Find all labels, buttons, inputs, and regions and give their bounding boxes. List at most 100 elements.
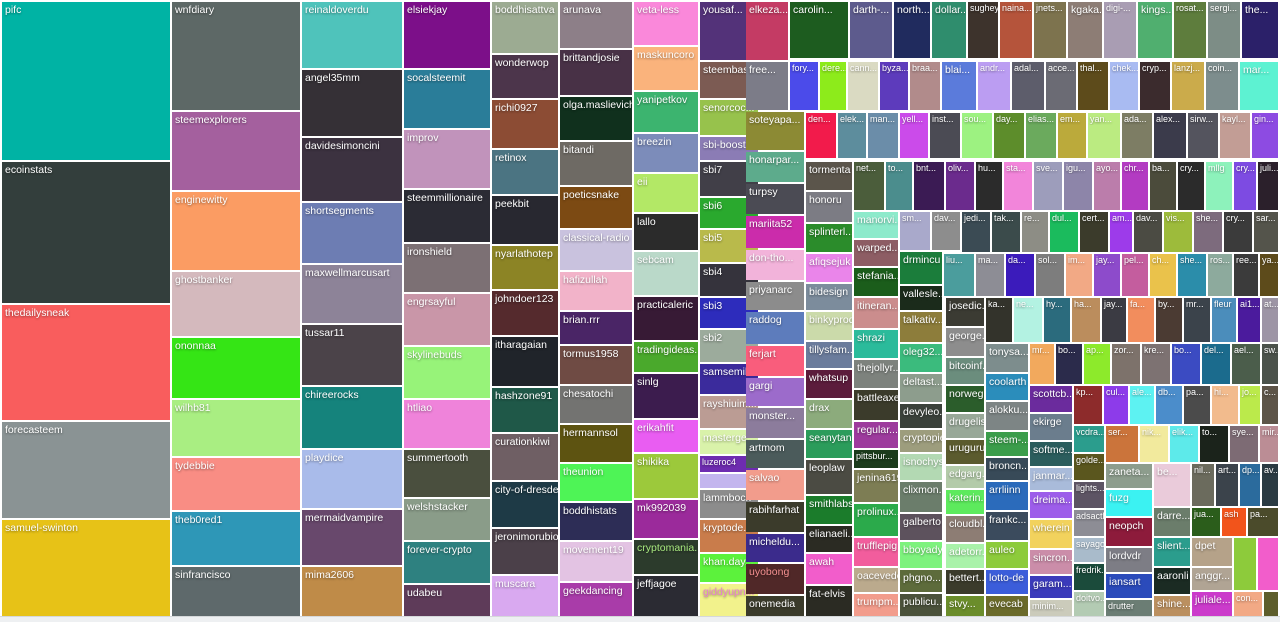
treemap-cell-isnochys[interactable]: isnochys xyxy=(900,454,942,480)
treemap-cell-kayl[interactable]: kayl... xyxy=(1220,113,1250,158)
treemap-cell-tydebbie[interactable]: tydebbie xyxy=(172,458,300,510)
treemap-cell-shortsegments[interactable]: shortsegments xyxy=(302,203,402,263)
treemap-cell-den[interactable]: den... xyxy=(806,113,836,158)
treemap-cell-ayo[interactable]: ayo... xyxy=(1094,162,1120,210)
treemap-cell-prolinux[interactable]: prolinux... xyxy=(854,504,898,536)
treemap-cell-alokku[interactable]: alokku... xyxy=(986,402,1028,430)
treemap-cell-unlabeled[interactable] xyxy=(1258,538,1278,590)
treemap-cell-adsactly[interactable]: adsactly xyxy=(1074,510,1104,536)
treemap-cell-curationkiwi[interactable]: curationkiwi xyxy=(492,434,558,480)
treemap-cell-shine[interactable]: shine... xyxy=(1154,596,1190,616)
treemap-cell-sve[interactable]: sve... xyxy=(1034,162,1062,210)
treemap-cell-unlabeled[interactable] xyxy=(700,474,758,488)
treemap-cell-seanytan[interactable]: seanytan xyxy=(806,430,852,458)
treemap-cell-drax[interactable]: drax xyxy=(806,400,852,428)
treemap-cell-juliale[interactable]: juliale... xyxy=(1192,592,1232,616)
treemap-cell-evecab[interactable]: evecab xyxy=(986,596,1028,616)
treemap-cell-ros[interactable]: ros... xyxy=(1208,254,1232,296)
treemap-cell-chek[interactable]: chek... xyxy=(1110,62,1138,110)
treemap-cell-improv[interactable]: improv xyxy=(404,130,490,188)
treemap-cell-sinfrancisco[interactable]: sinfrancisco xyxy=(172,567,300,616)
treemap-cell-oacevedo[interactable]: oacevedo xyxy=(854,568,898,592)
treemap-cell-art[interactable]: art... xyxy=(1216,464,1238,506)
treemap-cell-dollar[interactable]: dollar... xyxy=(932,2,966,58)
treemap-cell-josedic[interactable]: josedic... xyxy=(946,298,984,326)
treemap-cell-the[interactable]: the... xyxy=(1242,2,1278,58)
treemap-cell-shikika[interactable]: shikika xyxy=(634,454,698,498)
treemap-cell-hu[interactable]: hu... xyxy=(976,162,1002,210)
treemap-cell-tormus1958[interactable]: tormus1958 xyxy=(560,346,632,384)
treemap-cell-darth[interactable]: darth-... xyxy=(850,2,892,58)
treemap-cell-soteyapa[interactable]: soteyapa... xyxy=(746,112,804,150)
treemap-cell-micheldu[interactable]: micheldu... xyxy=(746,534,804,562)
treemap-cell-katerin[interactable]: katerin... xyxy=(946,490,984,514)
treemap-cell-wherein[interactable]: wherein xyxy=(1030,520,1072,548)
treemap-cell-elsiekjay[interactable]: elsiekjay xyxy=(404,2,490,68)
treemap-cell-adetorr[interactable]: adetorr... xyxy=(946,544,984,568)
treemap-cell-turpsy[interactable]: turpsy xyxy=(746,184,804,214)
treemap-cell-city-of-dresden[interactable]: city-of-dresden xyxy=(492,482,558,527)
treemap-cell-sebcam[interactable]: sebcam xyxy=(634,252,698,295)
treemap-cell-poeticsnake[interactable]: poeticsnake xyxy=(560,187,632,228)
treemap-cell-uruguru[interactable]: uruguru xyxy=(946,440,984,464)
treemap-cell-monster[interactable]: monster... xyxy=(746,408,804,438)
treemap-cell-fleur[interactable]: fleur xyxy=(1212,298,1236,342)
treemap-cell-fuzg[interactable]: fuzg xyxy=(1106,490,1152,516)
treemap-cell-george[interactable]: george... xyxy=(946,328,984,356)
treemap-cell-itineran[interactable]: itineran... xyxy=(854,298,898,328)
treemap-cell-cert[interactable]: cert... xyxy=(1080,212,1108,252)
treemap-cell-edgarg[interactable]: edgarg... xyxy=(946,466,984,488)
treemap-cell-iansart[interactable]: iansart xyxy=(1106,574,1152,598)
treemap-cell-unlabeled[interactable] xyxy=(1264,592,1278,616)
treemap-cell-bo[interactable]: bo... xyxy=(1172,344,1200,384)
treemap-cell-ecoinstats[interactable]: ecoinstats xyxy=(2,162,170,303)
treemap-cell-bidesign[interactable]: bidesign xyxy=(806,284,852,310)
treemap-cell-bboyady[interactable]: bboyady xyxy=(900,542,942,568)
treemap-cell-jo[interactable]: jo... xyxy=(1240,386,1260,424)
treemap-cell-mima2606[interactable]: mima2606 xyxy=(302,567,402,616)
treemap-cell-by[interactable]: by... xyxy=(1156,298,1182,342)
treemap-cell-binkyprod[interactable]: binkyprod xyxy=(806,312,852,340)
treemap-cell-mk992039[interactable]: mk992039 xyxy=(634,500,698,538)
treemap-cell-kings[interactable]: kings... xyxy=(1138,2,1172,58)
treemap-cell-breezin[interactable]: breezin xyxy=(634,134,698,172)
treemap-cell-rosat[interactable]: rosat... xyxy=(1174,2,1206,58)
treemap-cell-ka[interactable]: ka... xyxy=(986,298,1012,342)
treemap-cell-free[interactable]: free... xyxy=(746,62,788,110)
treemap-cell-samuel-swinton[interactable]: samuel-swinton xyxy=(2,520,170,616)
treemap-cell-boddhisattva[interactable]: boddhisattva xyxy=(492,2,558,53)
treemap-cell-warped[interactable]: warped... xyxy=(854,240,898,266)
treemap-cell-skylinebuds[interactable]: skylinebuds xyxy=(404,347,490,398)
treemap-cell-norweg[interactable]: norweg... xyxy=(946,386,984,412)
treemap-cell-fory[interactable]: fory... xyxy=(790,62,818,110)
treemap-cell-erikahfit[interactable]: erikahfit xyxy=(634,420,698,452)
treemap-cell-boddhistats[interactable]: boddhistats xyxy=(560,503,632,540)
treemap-cell-nyarlathotep[interactable]: nyarlathotep xyxy=(492,246,558,289)
treemap-cell-veta-less[interactable]: veta-less xyxy=(634,2,698,45)
treemap-cell-janmar[interactable]: janmar... xyxy=(1030,468,1072,490)
treemap-cell-pittsbur[interactable]: pittsbur... xyxy=(854,450,898,468)
treemap-cell-udabeu[interactable]: udabeu xyxy=(404,585,490,616)
treemap-cell-ash[interactable]: ash xyxy=(1222,508,1246,536)
treemap-cell-bettert[interactable]: bettert... xyxy=(946,570,984,594)
treemap-cell-man[interactable]: man... xyxy=(868,113,898,158)
treemap-cell-jnets[interactable]: jnets... xyxy=(1034,2,1066,58)
treemap-cell-jeffjagoe[interactable]: jeffjagoe xyxy=(634,576,698,616)
treemap-cell-arunava[interactable]: arunava xyxy=(560,2,632,48)
treemap-cell-chireerocks[interactable]: chireerocks xyxy=(302,387,402,448)
treemap-cell-engrsayful[interactable]: engrsayful xyxy=(404,294,490,345)
treemap-cell-mar[interactable]: mar... xyxy=(1240,62,1278,110)
treemap-cell-wilhb81[interactable]: wilhb81 xyxy=(172,400,300,456)
treemap-cell-ael[interactable]: ael... xyxy=(1232,344,1260,384)
treemap-cell-am[interactable]: am... xyxy=(1110,212,1132,252)
treemap-cell-tillysfam[interactable]: tillysfam... xyxy=(806,342,852,368)
treemap-cell-ai1[interactable]: ai1... xyxy=(1238,298,1260,342)
treemap-cell-to[interactable]: to... xyxy=(1200,426,1228,462)
treemap-cell-ha[interactable]: ha... xyxy=(1072,298,1100,342)
treemap-cell-peekbit[interactable]: peekbit xyxy=(492,196,558,244)
treemap-cell-darre[interactable]: darre... xyxy=(1154,508,1190,536)
treemap-cell-luzeroc4[interactable]: luzeroc4 xyxy=(700,456,758,472)
treemap-cell-tussar11[interactable]: tussar11 xyxy=(302,325,402,385)
treemap-cell-artmom[interactable]: artmom xyxy=(746,440,804,468)
treemap-cell-regular[interactable]: regular... xyxy=(854,422,898,448)
